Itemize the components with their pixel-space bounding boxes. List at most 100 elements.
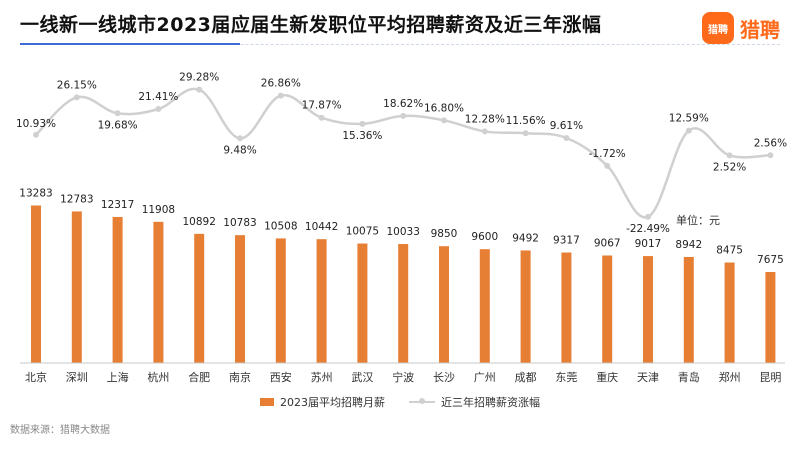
growth-point — [237, 135, 243, 142]
salary-bar — [112, 216, 123, 363]
growth-point — [318, 114, 325, 121]
x-tick-label: 广州 — [474, 371, 496, 384]
salary-bar — [194, 233, 205, 363]
growth-point-label: -22.49% — [626, 223, 670, 235]
salary-bar-label: 10783 — [223, 217, 256, 229]
salary-bar-label: 9492 — [512, 232, 539, 244]
logo-mark-icon: 猎聘 — [702, 12, 734, 44]
source-note: 数据来源：猎聘大数据 — [10, 425, 110, 436]
x-tick-label: 深圳 — [66, 371, 88, 384]
legend-item-bar: 2023届平均招聘月薪 — [260, 394, 385, 410]
x-tick-label: 上海 — [107, 370, 129, 384]
growth-point-label: 12.59% — [669, 113, 709, 125]
salary-bar-label: 11908 — [142, 204, 175, 216]
salary-bar-label: 9017 — [635, 238, 662, 250]
salary-bar-label: 10033 — [386, 226, 419, 238]
growth-point-label: 19.68% — [98, 119, 138, 131]
salary-bar — [71, 211, 82, 363]
growth-point — [604, 162, 611, 169]
growth-point-label: 9.61% — [550, 120, 583, 132]
growth-point — [441, 117, 447, 124]
salary-bar-label: 13283 — [19, 188, 52, 200]
growth-point — [277, 92, 284, 99]
x-tick-label: 重庆 — [596, 370, 618, 384]
salary-bar — [520, 250, 531, 363]
growth-point — [73, 94, 80, 101]
salary-bar-label: 7675 — [757, 254, 784, 266]
legend-item-line: 近三年招聘薪资涨幅 — [409, 394, 540, 410]
chart-title: 一线新一线城市2023届应届生新发职位平均招聘薪资及近三年涨幅 — [20, 14, 602, 36]
salary-bar — [316, 239, 327, 363]
salary-bar-label: 12783 — [60, 193, 93, 205]
salary-bar-label: 9317 — [553, 235, 580, 247]
growth-point — [522, 130, 529, 137]
growth-point — [767, 152, 774, 159]
growth-point-label: 29.28% — [179, 72, 219, 84]
salary-bar — [602, 255, 613, 363]
logo-text: 猎聘 — [740, 17, 780, 42]
salary-bar-label: 10075 — [346, 226, 379, 238]
growth-point — [33, 131, 39, 138]
x-tick-label: 昆明 — [759, 371, 781, 384]
salary-bar-label: 12317 — [101, 199, 134, 211]
growth-point-label: 10.93% — [16, 118, 56, 130]
salary-bar-layer: 13283 12783 12317 11908 10892 10783 10508 10442… — [19, 188, 784, 363]
legend-bar-label: 2023届平均招聘月薪 — [280, 396, 385, 409]
x-tick-label: 宁波 — [392, 370, 414, 384]
salary-bar — [275, 238, 286, 363]
x-tick-labels: 北京 深圳 上海 杭州 合肥 南京 西安 苏州 武汉 宁波 长沙 广州 成都 东莞 重庆 天津 青岛 郑州 昆明 — [25, 370, 781, 384]
salary-bar-label: 8475 — [716, 245, 743, 257]
growth-point — [726, 152, 733, 159]
salary-bar-label: 9600 — [471, 231, 498, 243]
salary-bar — [683, 256, 694, 363]
growth-point — [685, 127, 692, 134]
growth-point — [155, 106, 162, 113]
growth-point-label: 17.87% — [302, 100, 342, 112]
x-tick-label: 苏州 — [311, 371, 333, 384]
growth-point — [196, 86, 203, 93]
growth-line-layer: 10.93% 26.15% 19.68% 21.41%29.28% 9.48% 26.86… — [16, 72, 787, 235]
title-underline — [20, 43, 780, 45]
x-tick-label: 西安 — [270, 370, 292, 384]
growth-point-label: 21.41% — [138, 91, 178, 103]
growth-point — [359, 120, 366, 127]
salary-bar — [643, 256, 653, 363]
salary-bar-label: 10892 — [182, 216, 215, 228]
growth-point — [563, 134, 570, 141]
salary-bar — [439, 246, 449, 363]
growth-point — [400, 112, 407, 119]
growth-point-label: 18.62% — [383, 98, 423, 110]
salary-bar — [765, 271, 776, 363]
salary-bar — [153, 221, 164, 363]
growth-point-label: -1.72% — [589, 148, 626, 160]
salary-bar — [724, 262, 735, 363]
growth-point-label: 11.56% — [506, 115, 546, 127]
x-tick-label: 成都 — [515, 371, 537, 384]
growth-point-label: 2.52% — [713, 161, 746, 173]
legend-bar-swatch — [260, 398, 274, 406]
legend-line-swatch — [409, 398, 435, 404]
salary-bar — [561, 252, 572, 363]
legend-line-label: 近三年招聘薪资涨幅 — [441, 396, 540, 409]
logo: 猎聘 猎聘 — [702, 12, 780, 44]
salary-bar-label: 9850 — [431, 228, 458, 240]
growth-point-label: 26.15% — [57, 79, 97, 91]
growth-point-label: 15.36% — [342, 130, 382, 142]
x-tick-label: 杭州 — [147, 370, 169, 384]
salary-bar-label: 10442 — [305, 221, 338, 233]
salary-bar — [31, 205, 41, 363]
growth-point — [645, 213, 651, 220]
legend: 2023届平均招聘月薪 近三年招聘薪资涨幅 — [0, 394, 800, 410]
salary-bar-label: 10508 — [264, 220, 297, 232]
growth-point-label: 16.80% — [424, 102, 464, 114]
salary-bar — [357, 243, 368, 363]
x-tick-label: 郑州 — [719, 370, 741, 384]
growth-point-label: 26.86% — [261, 78, 301, 90]
x-tick-label: 武汉 — [351, 371, 373, 384]
x-tick-label: 东莞 — [555, 371, 577, 384]
x-tick-label: 合肥 — [188, 370, 210, 384]
growth-point-label: 12.28% — [465, 113, 505, 125]
x-tick-label: 北京 — [25, 370, 47, 384]
x-tick-label: 天津 — [637, 371, 659, 384]
